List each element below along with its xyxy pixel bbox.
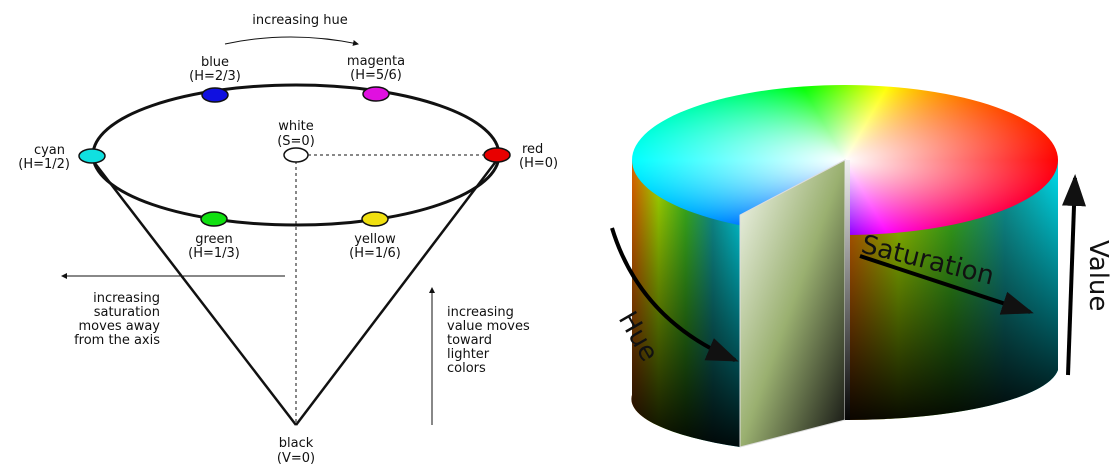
- white-point: [284, 148, 308, 162]
- point-note: (H=5/6): [350, 68, 402, 83]
- hue-label: increasing hue: [252, 13, 348, 28]
- value-note: increasing: [447, 305, 514, 320]
- point-name: cyan: [34, 143, 65, 158]
- point-name: red: [522, 142, 543, 157]
- point-name: blue: [201, 55, 229, 70]
- point-name: white: [278, 119, 314, 134]
- point-name: green: [195, 232, 233, 247]
- point-note: (H=1/3): [188, 246, 240, 261]
- point-name: magenta: [347, 54, 405, 69]
- hue-point: [362, 212, 388, 226]
- hue-point: [363, 87, 389, 101]
- point-note: (H=1/2): [18, 157, 70, 172]
- page: increasing hue blue(H=2/3) magenta(H=5/6)…: [0, 0, 1110, 467]
- cone-edge: [296, 160, 497, 425]
- point-note: (V=0): [277, 451, 315, 466]
- value-note: colors: [447, 361, 486, 376]
- value-note: lighter: [447, 347, 490, 362]
- point-note: (H=0): [519, 156, 558, 171]
- cut-edge: [845, 160, 850, 420]
- point-name: black: [279, 436, 314, 451]
- point-note: (H=1/6): [349, 246, 401, 261]
- hue-point: [79, 149, 105, 163]
- value-label: Value: [1083, 240, 1110, 311]
- cylinder: Hue Saturation Value: [612, 85, 1110, 447]
- saturation-note: increasing: [93, 291, 160, 306]
- saturation-note: moves away: [79, 319, 161, 334]
- saturation-note: from the axis: [74, 333, 160, 348]
- hue-point: [484, 148, 510, 162]
- point-note: (S=0): [277, 134, 315, 149]
- value-note: toward: [447, 333, 492, 348]
- cone-diagram: increasing hue blue(H=2/3) magenta(H=5/6)…: [18, 13, 558, 466]
- value-arrow: [1068, 178, 1075, 375]
- value-note: value moves: [447, 319, 530, 334]
- point-note: (H=2/3): [189, 69, 241, 84]
- point-name: yellow: [354, 232, 396, 247]
- saturation-note: saturation: [94, 305, 160, 320]
- hue-arrow: [225, 37, 358, 44]
- hue-point: [201, 212, 227, 226]
- hue-point: [202, 88, 228, 102]
